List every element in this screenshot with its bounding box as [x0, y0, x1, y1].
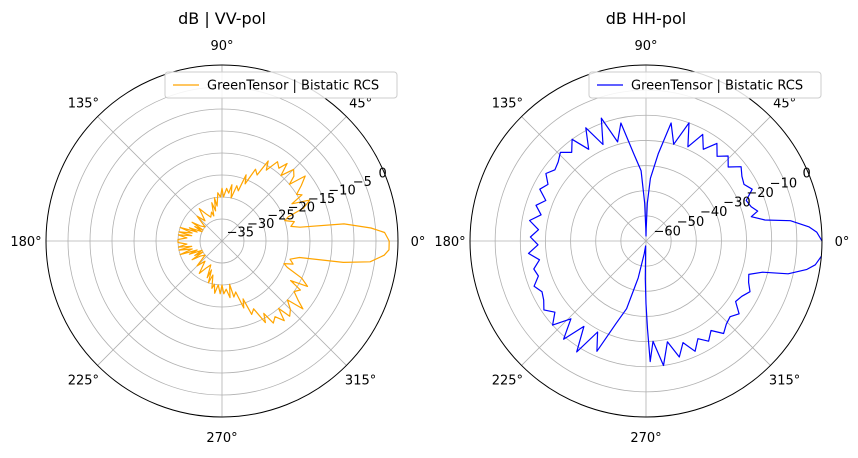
radial-tick-label: −10	[328, 184, 355, 199]
legend: GreenTensor | Bistatic RCS	[588, 71, 822, 99]
angular-gridline	[221, 240, 347, 366]
radial-tick-label: −5	[353, 175, 372, 190]
legend-box	[588, 71, 822, 99]
radial-tick-label: 0	[802, 167, 810, 182]
angular-gridline	[521, 240, 647, 366]
angular-gridline	[521, 116, 647, 242]
radial-tick-label: 0	[378, 167, 386, 182]
angle-tick-label: 270°	[630, 431, 661, 446]
angle-tick-label: 225°	[492, 374, 523, 389]
radial-tick-label: −10	[770, 176, 797, 191]
chart-title: dB | VV-pol	[178, 9, 266, 28]
angular-gridline	[221, 116, 347, 242]
angle-tick-label: 0°	[411, 235, 426, 250]
legend: GreenTensor | Bistatic RCS	[164, 71, 398, 99]
radial-tick-label: −20	[746, 186, 773, 201]
polar-chart-hh: dB HH-pol 0° 45° 90° 135° 180° 225° 270° 315° −6…	[434, 9, 849, 446]
polar-frame	[469, 64, 823, 418]
radial-tick-label: −30	[247, 217, 274, 232]
series-line	[527, 117, 823, 367]
angular-gridline	[645, 116, 771, 242]
angle-tick-label: 45°	[349, 96, 372, 111]
radial-tick-label: −35	[227, 226, 254, 241]
legend-box	[164, 71, 398, 99]
radial-tick-label: −60	[653, 224, 680, 239]
angular-gridline	[645, 240, 771, 366]
angle-tick-label: 315°	[769, 374, 800, 389]
legend-label: GreenTensor | Bistatic RCS	[631, 79, 803, 94]
series-line	[177, 160, 390, 324]
angle-tick-label: 180°	[434, 235, 465, 250]
angular-gridline	[97, 240, 223, 366]
radial-tick-label: −50	[677, 215, 704, 230]
angle-tick-label: 225°	[68, 374, 99, 389]
radial-tick-label: −30	[723, 196, 750, 211]
angle-tick-label: 135°	[492, 96, 523, 111]
polar-grid	[470, 65, 822, 417]
polar-chart-vv: dB | VV-pol 0° 45° 90° 135° 180° 225° 270° 315°…	[10, 9, 425, 446]
angle-tick-label: 90°	[634, 39, 657, 54]
angle-tick-label: 180°	[10, 235, 41, 250]
angular-gridline	[97, 116, 223, 242]
radial-tick-label: −40	[700, 205, 727, 220]
polar-frame	[45, 64, 399, 418]
angle-tick-label: 270°	[206, 431, 237, 446]
legend-label: GreenTensor | Bistatic RCS	[207, 79, 379, 94]
angle-tick-label: 315°	[345, 374, 376, 389]
radial-tick-label: −15	[308, 192, 335, 207]
radial-tick-label: −25	[267, 209, 294, 224]
angle-tick-label: 90°	[210, 39, 233, 54]
angle-tick-label: 0°	[835, 235, 850, 250]
radial-tick-label: −20	[288, 200, 315, 215]
angle-tick-label: 135°	[68, 96, 99, 111]
polar-grid	[46, 65, 398, 417]
angle-tick-label: 45°	[773, 96, 796, 111]
chart-title: dB HH-pol	[606, 9, 686, 28]
